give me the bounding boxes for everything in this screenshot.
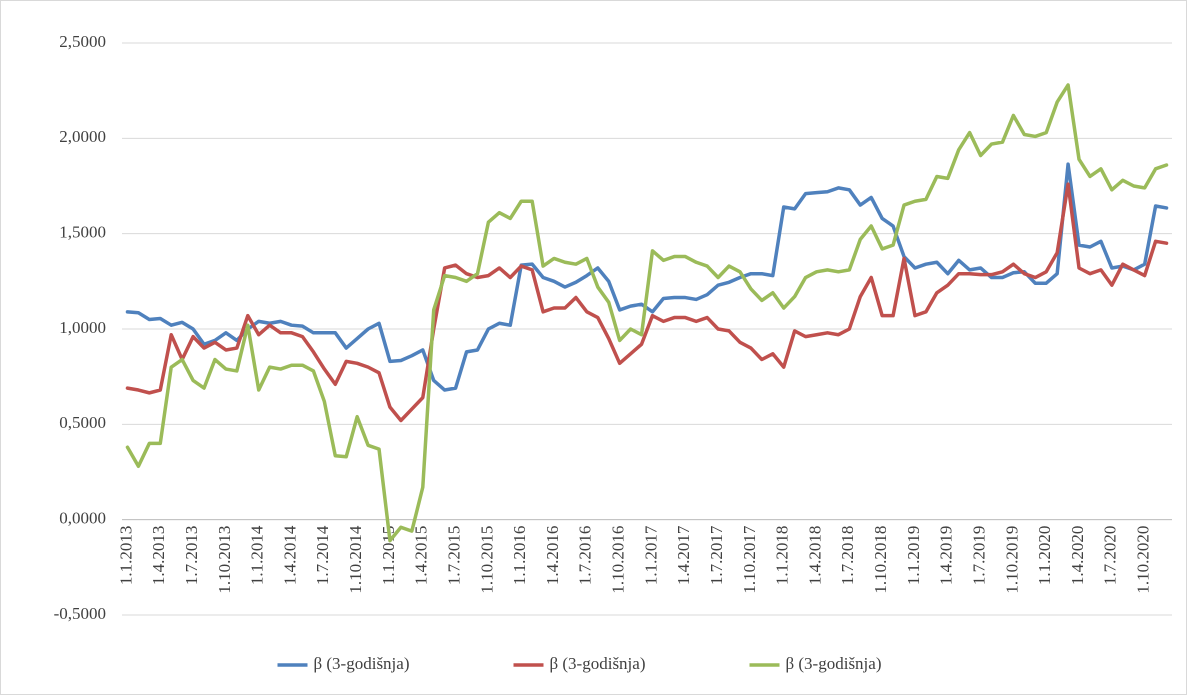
- legend-label: β (3-godišnja): [786, 654, 882, 673]
- x-tick-label: 1.7.2017: [707, 525, 726, 585]
- x-tick-label: 1.4.2018: [805, 526, 824, 586]
- x-tick-label: 1.4.2020: [1068, 526, 1087, 586]
- y-tick-label: 1,5000: [59, 223, 106, 242]
- x-tick-label: 1.4.2017: [674, 525, 693, 585]
- y-tick-label: 0,0000: [59, 509, 106, 528]
- line-series: [125, 83, 1169, 543]
- x-tick-label: 1.1.2017: [641, 525, 660, 585]
- x-tick-label: 1.7.2015: [445, 526, 464, 586]
- x-tick-label: 1.10.2015: [477, 526, 496, 594]
- x-tick-label: 1.1.2018: [773, 526, 792, 586]
- x-tick-label: 1.1.2019: [904, 526, 923, 586]
- x-tick-label: 1.7.2014: [313, 525, 332, 585]
- x-tick-label: 1.10.2013: [215, 526, 234, 594]
- x-tick-label: 1.7.2016: [576, 526, 595, 586]
- legend-label: β (3-godišnja): [550, 654, 646, 673]
- y-tick-label: -0,5000: [54, 604, 106, 623]
- line-series: [125, 182, 1169, 423]
- x-tick-label: 1.10.2020: [1134, 526, 1153, 594]
- x-tick-label: 1.10.2014: [346, 525, 365, 594]
- x-tick-label: 1.1.2014: [248, 525, 267, 585]
- x-tick-label: 1.7.2018: [838, 526, 857, 586]
- x-tick-label: 1.1.2020: [1035, 526, 1054, 586]
- y-tick-label: 2,0000: [59, 127, 106, 146]
- line-series: [125, 162, 1169, 392]
- x-tick-label: 1.1.2016: [510, 526, 529, 586]
- x-tick-label: 1.10.2019: [1002, 526, 1021, 594]
- legend-label: β (3-godišnja): [314, 654, 410, 673]
- x-tick-label: 1.4.2019: [937, 526, 956, 586]
- y-tick-label: 0,5000: [59, 413, 106, 432]
- y-tick-label: 1,0000: [59, 318, 106, 337]
- x-tick-label: 1.7.2013: [182, 526, 201, 586]
- x-tick-label: 1.1.2013: [116, 526, 135, 586]
- x-tick-label: 1.4.2014: [280, 525, 299, 585]
- x-tick-label: 1.4.2016: [543, 526, 562, 586]
- x-tick-label: 1.1.2015: [379, 526, 398, 586]
- x-tick-label: 1.4.2015: [412, 526, 431, 586]
- x-tick-label: 1.4.2013: [149, 526, 168, 586]
- y-tick-label: 2,5000: [59, 32, 106, 51]
- x-tick-label: 1.10.2017: [740, 525, 759, 594]
- x-tick-label: 1.7.2020: [1101, 526, 1120, 586]
- x-tick-label: 1.10.2016: [609, 526, 628, 594]
- x-tick-label: 1.7.2019: [970, 526, 989, 586]
- x-tick-label: 1.10.2018: [871, 526, 890, 594]
